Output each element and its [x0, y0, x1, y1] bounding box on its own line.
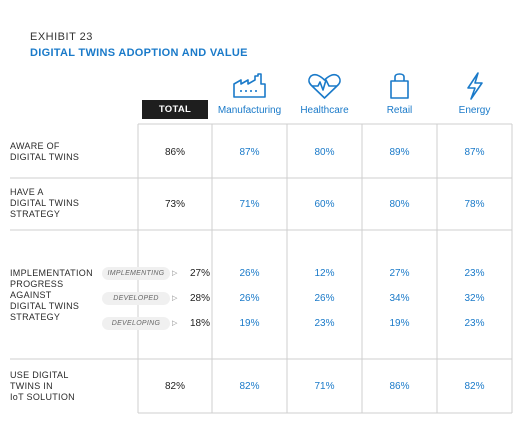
- column-label-energy: Energy: [458, 105, 491, 116]
- table-cell: 27%: [389, 268, 410, 279]
- table-cell: 60%: [314, 199, 335, 210]
- shopping-bag-icon: [362, 72, 437, 100]
- table-cell: 80%: [314, 147, 335, 158]
- table-cell: 87%: [239, 147, 260, 158]
- table-cell: 26%: [239, 268, 260, 279]
- sublabel-developing: DEVELOPING: [102, 317, 170, 330]
- table-cell: 27%: [189, 268, 210, 279]
- triangle-marker-icon: ▷: [172, 295, 178, 302]
- table-cell: 19%: [239, 318, 260, 329]
- table-cell: 73%: [164, 199, 185, 210]
- table-cell: 80%: [389, 199, 410, 210]
- table-cell: 89%: [389, 147, 410, 158]
- column-header-total: TOTAL: [142, 100, 208, 119]
- column-label-retail: Retail: [386, 105, 413, 116]
- row-label-text: AWARE OF DIGITAL TWINS: [10, 141, 80, 162]
- table-cell: 23%: [314, 318, 335, 329]
- table-cell: 71%: [239, 199, 260, 210]
- row-label-strategy: HAVE A DIGITAL TWINS STRATEGY: [10, 187, 110, 220]
- table-cell: 19%: [389, 318, 410, 329]
- column-header-healthcare: Healthcare: [287, 60, 362, 124]
- table-cell: 71%: [314, 381, 335, 392]
- triangle-marker-icon: ▷: [172, 270, 178, 277]
- row-label-aware: AWARE OF DIGITAL TWINS: [10, 141, 110, 163]
- exhibit-label: EXHIBIT 23: [30, 31, 93, 43]
- row-label-text: HAVE A DIGITAL TWINS STRATEGY: [10, 187, 80, 219]
- table-cell: 86%: [389, 381, 410, 392]
- table-cell: 86%: [164, 147, 185, 158]
- factory-icon: [212, 72, 287, 100]
- table-cell: 87%: [464, 147, 485, 158]
- chart-title: DIGITAL TWINS ADOPTION AND VALUE: [30, 47, 248, 59]
- table-cell: 32%: [464, 293, 485, 304]
- table-cell: 82%: [239, 381, 260, 392]
- table-cell: 34%: [389, 293, 410, 304]
- table-cell: 23%: [464, 318, 485, 329]
- column-label-manufacturing: Manufacturing: [217, 105, 282, 116]
- column-header-manufacturing: Manufacturing: [212, 60, 287, 124]
- column-header-row: Manufacturing Healthcare Retail Energy: [0, 60, 530, 130]
- table-cell: 82%: [464, 381, 485, 392]
- row-label-text: USE DIGITAL TWINS IN IoT SOLUTION: [10, 370, 75, 402]
- table-cell: 82%: [164, 381, 185, 392]
- row-label-text: IMPLEMENTATION PROGRESS AGAINST DIGITAL …: [10, 268, 93, 322]
- column-label-healthcare: Healthcare: [300, 105, 349, 116]
- table-cell: 12%: [314, 268, 335, 279]
- table-cell: 28%: [189, 293, 210, 304]
- table-cell: 18%: [189, 318, 210, 329]
- sublabel-developed: DEVELOPED: [102, 292, 170, 305]
- sublabel-implementing: IMPLEMENTING: [102, 267, 170, 280]
- heart-pulse-icon: [287, 72, 362, 100]
- triangle-marker-icon: ▷: [172, 320, 178, 327]
- column-header-energy: Energy: [437, 60, 512, 124]
- column-header-retail: Retail: [362, 60, 437, 124]
- table-cell: 23%: [464, 268, 485, 279]
- table-cell: 78%: [464, 199, 485, 210]
- lightning-icon: [437, 72, 512, 100]
- table-cell: 26%: [314, 293, 335, 304]
- row-label-iot: USE DIGITAL TWINS IN IoT SOLUTION: [10, 370, 110, 403]
- row-label-implementation: IMPLEMENTATION PROGRESS AGAINST DIGITAL …: [10, 268, 110, 323]
- table-cell: 26%: [239, 293, 260, 304]
